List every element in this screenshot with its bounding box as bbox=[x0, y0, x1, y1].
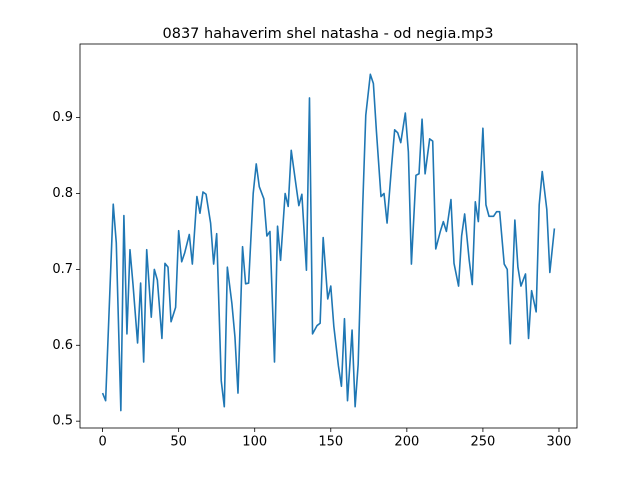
y-tick-label: 0.7 bbox=[52, 262, 73, 277]
chart-title: 0837 hahaverim shel natasha - od negia.m… bbox=[163, 26, 494, 42]
x-tick-label: 50 bbox=[170, 435, 187, 450]
y-tick-label: 0.6 bbox=[52, 338, 73, 353]
x-tick-label: 300 bbox=[547, 435, 572, 450]
x-tick-label: 200 bbox=[394, 435, 419, 450]
x-tick-label: 100 bbox=[242, 435, 267, 450]
y-tick-label: 0.8 bbox=[52, 186, 73, 201]
y-tick-label: 0.5 bbox=[52, 414, 73, 429]
x-tick-label: 250 bbox=[470, 435, 495, 450]
y-tick-label: 0.9 bbox=[52, 110, 73, 125]
x-tick-label: 150 bbox=[318, 435, 343, 450]
x-tick-label: 0 bbox=[98, 435, 106, 450]
line-series bbox=[101, 73, 556, 412]
plot-frame bbox=[79, 43, 578, 429]
